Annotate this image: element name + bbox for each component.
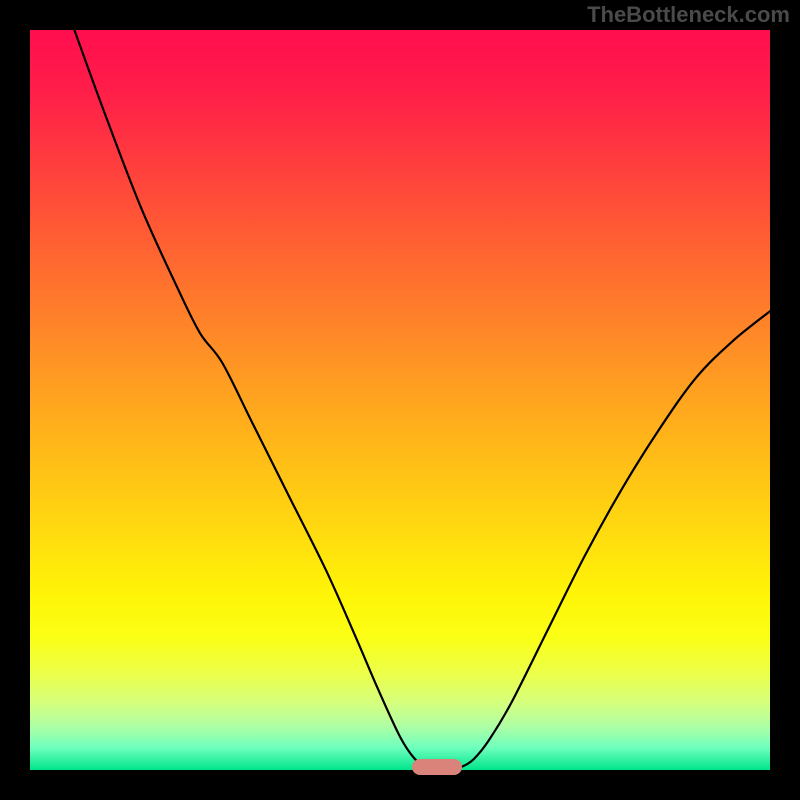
- optimal-point-marker: [412, 759, 462, 775]
- bottleneck-curve: [30, 30, 770, 770]
- plot-area: [30, 30, 770, 770]
- watermark-text: TheBottleneck.com: [587, 2, 790, 28]
- chart-frame: TheBottleneck.com: [0, 0, 800, 800]
